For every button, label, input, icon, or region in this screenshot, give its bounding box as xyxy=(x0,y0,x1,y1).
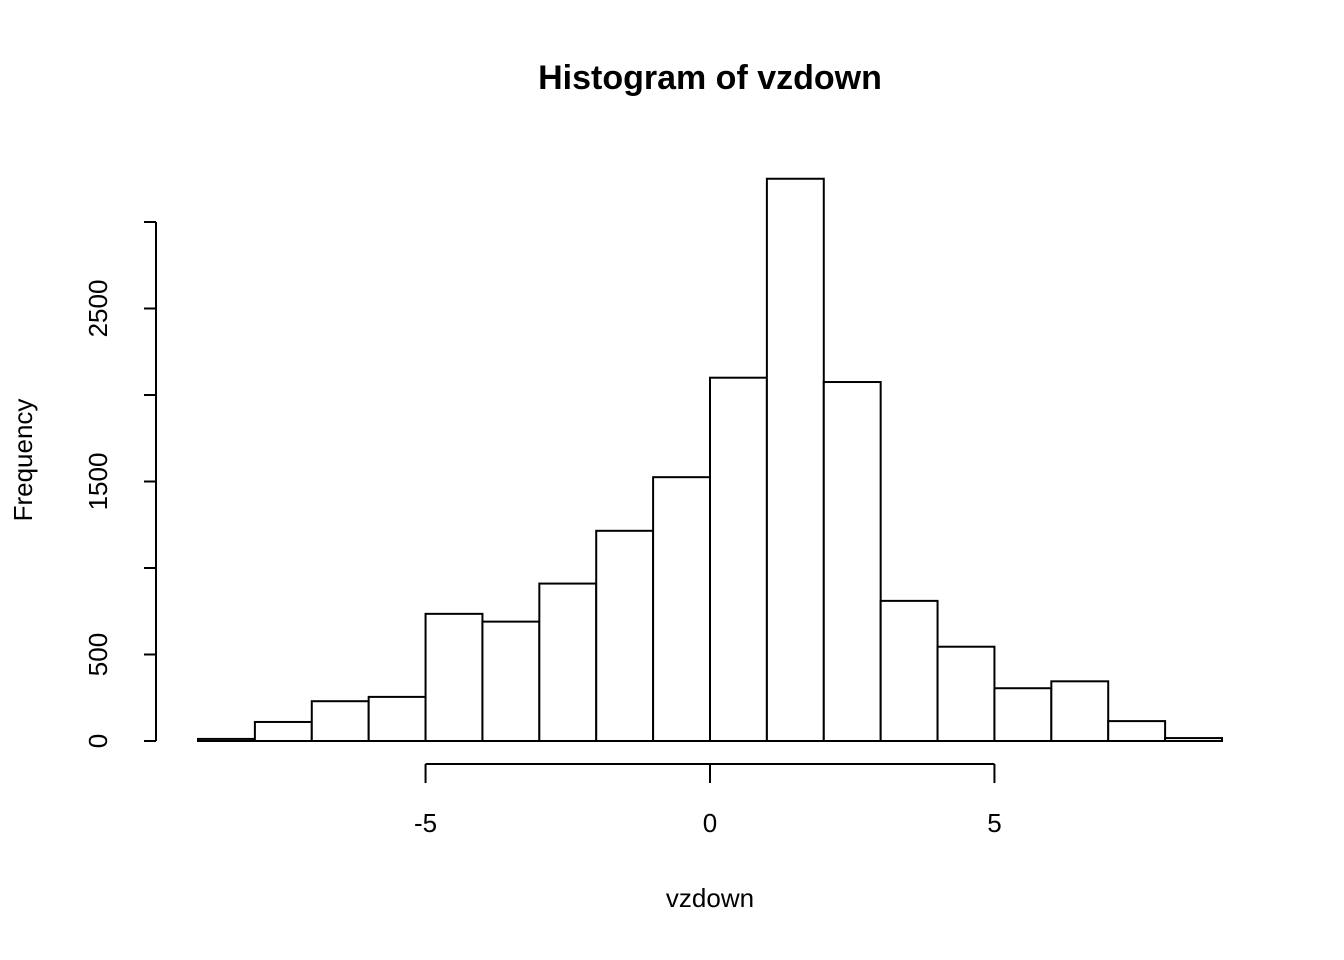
bar xyxy=(709,376,768,742)
bar xyxy=(822,381,882,742)
bar xyxy=(197,737,256,743)
bar xyxy=(538,582,598,742)
x-axis-label: vzdown xyxy=(666,883,754,913)
bar xyxy=(595,529,655,742)
chart-title: Histogram of vzdown xyxy=(538,59,882,97)
bar xyxy=(310,700,370,743)
bar xyxy=(481,620,541,743)
bar xyxy=(1107,720,1167,742)
bar xyxy=(367,695,427,743)
y-tick-label: 500 xyxy=(83,633,113,676)
bar xyxy=(936,645,996,743)
y-tick-label: 2500 xyxy=(83,280,113,338)
y-tick-label: 0 xyxy=(83,734,113,748)
bar xyxy=(879,599,939,742)
bar xyxy=(424,612,484,742)
bar xyxy=(993,687,1053,742)
y-tick-label: 1500 xyxy=(83,453,113,511)
y-axis-label: Frequency xyxy=(8,399,38,522)
x-tick-label: -5 xyxy=(414,808,437,838)
x-tick-label: 0 xyxy=(703,808,717,838)
bar xyxy=(1050,680,1110,743)
bar xyxy=(652,476,711,742)
bar xyxy=(765,177,825,742)
x-tick-label: 5 xyxy=(987,808,1001,838)
bar xyxy=(1164,737,1223,743)
bar xyxy=(253,720,313,742)
